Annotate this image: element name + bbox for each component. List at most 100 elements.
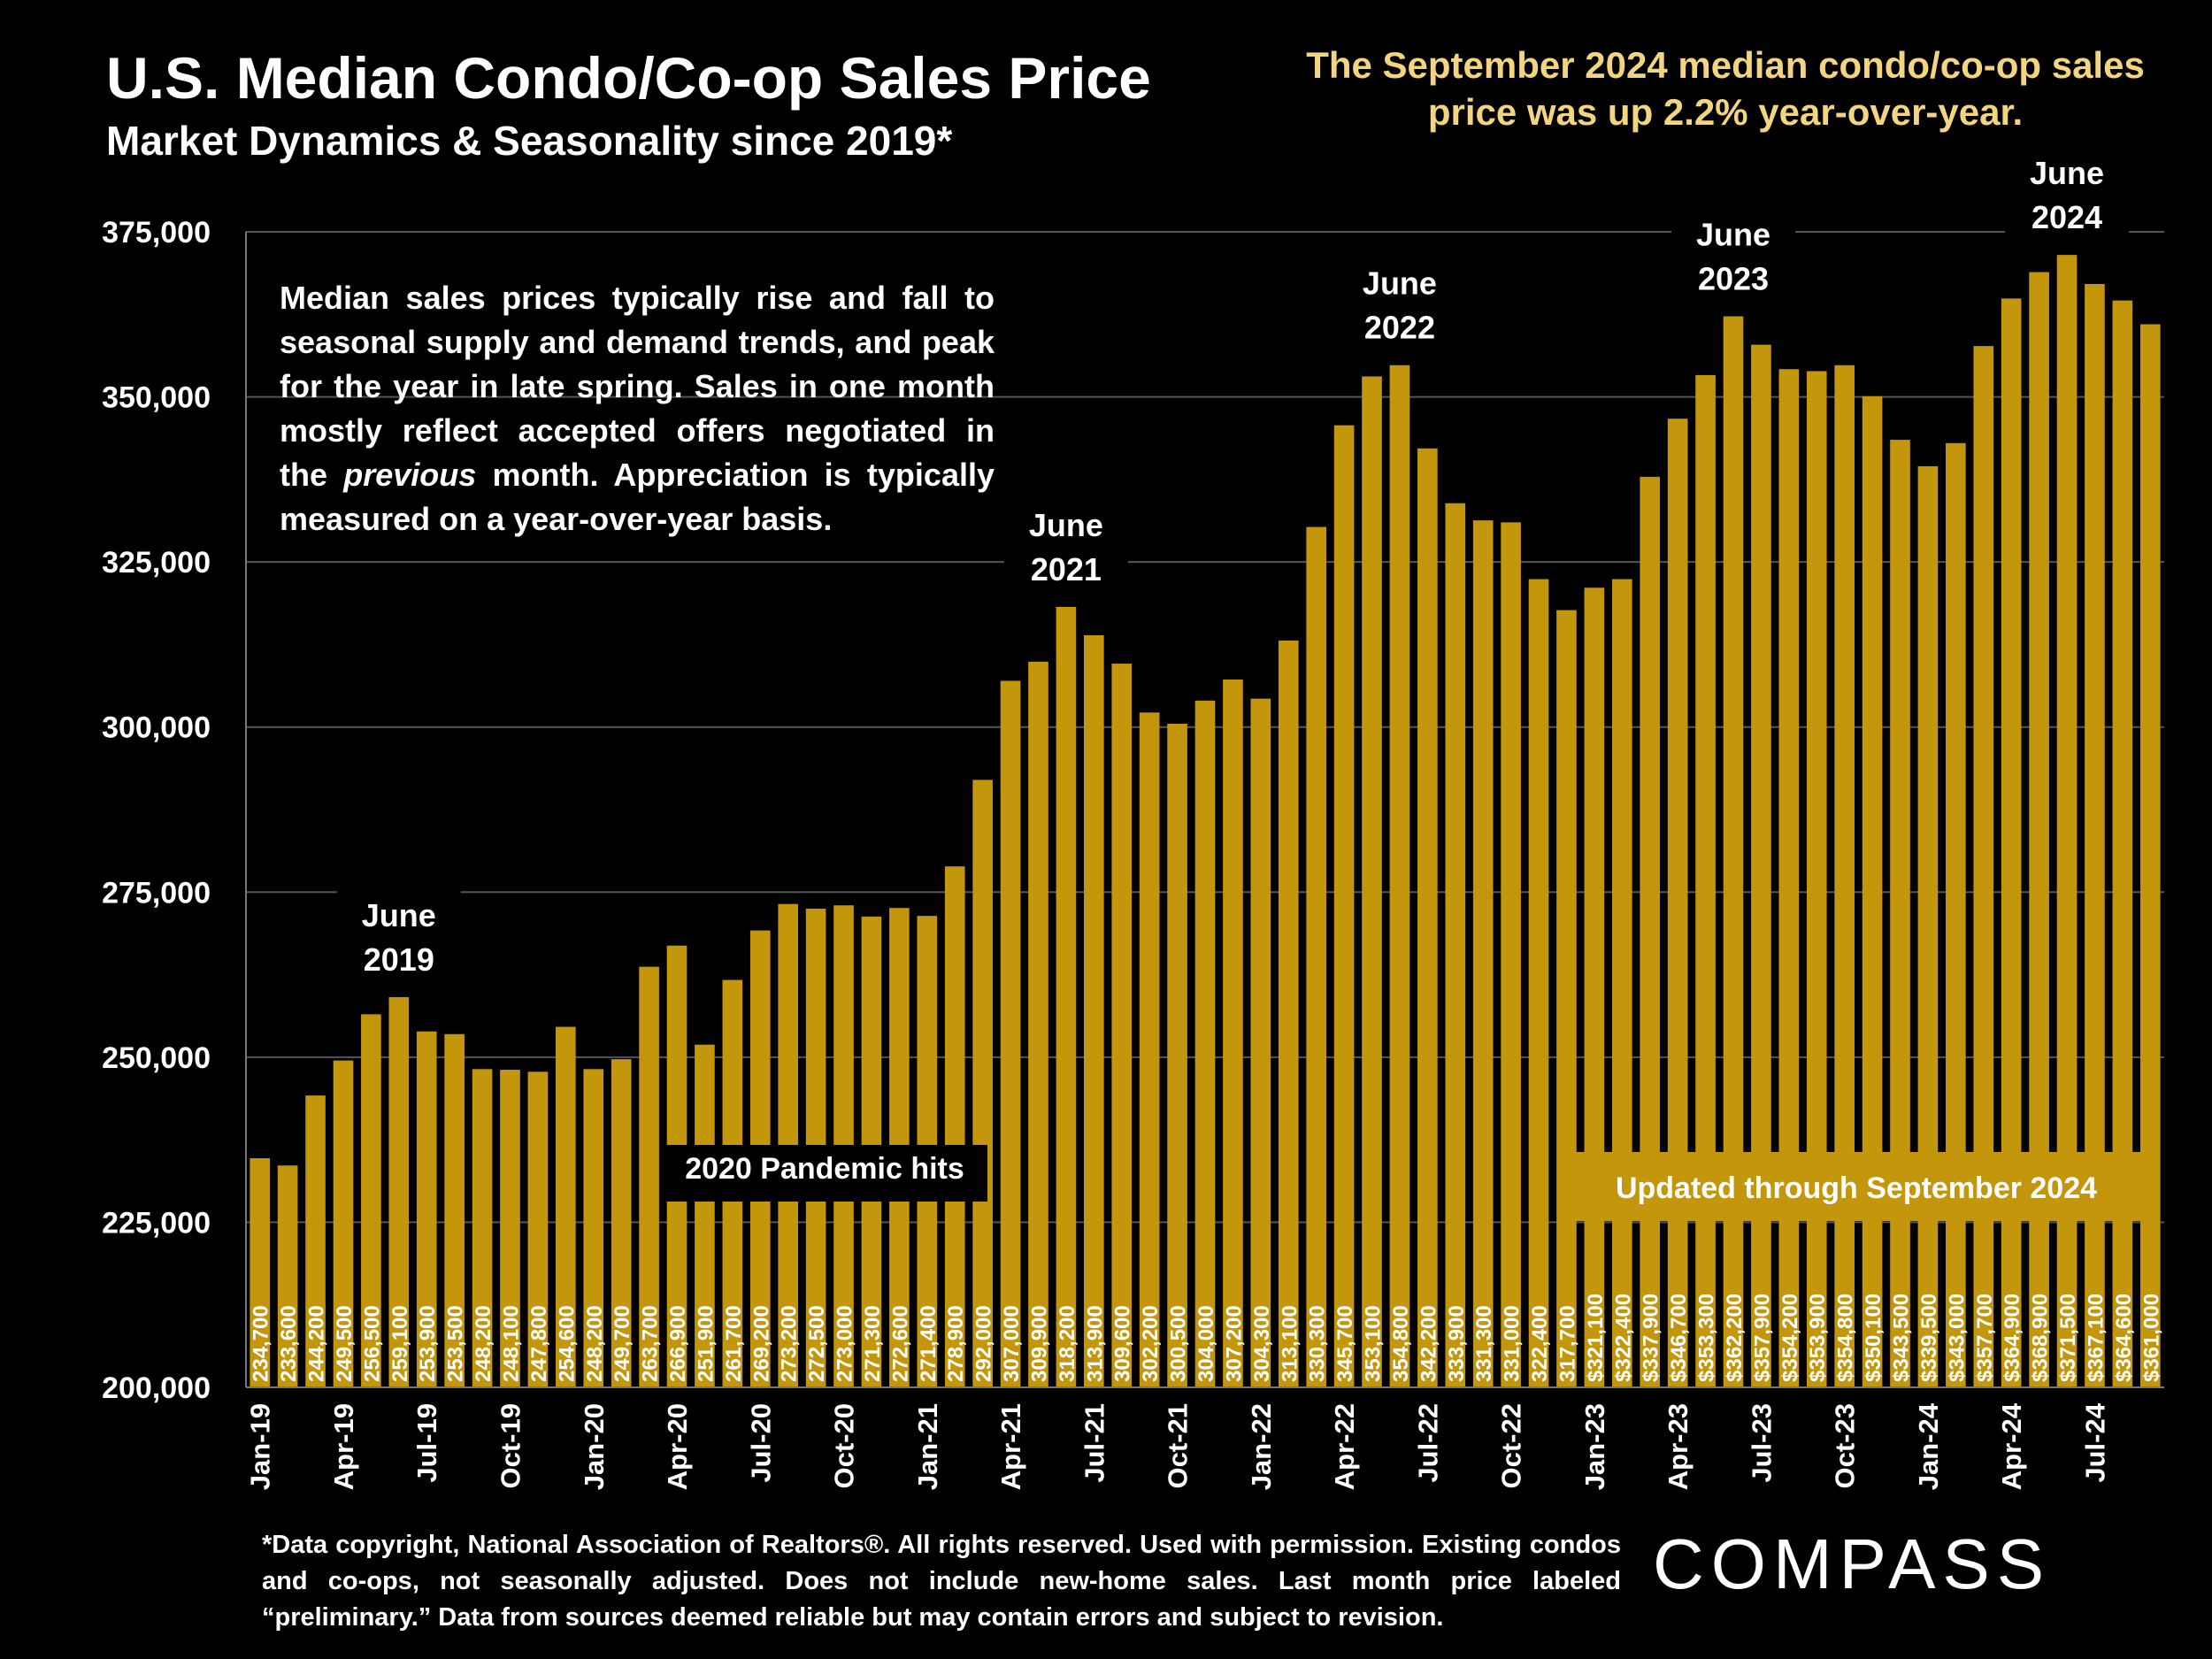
bar-value-label: $362,200 bbox=[1723, 1294, 1747, 1382]
bar bbox=[472, 1069, 493, 1387]
bar-value-label: 269,200 bbox=[749, 1305, 773, 1382]
updated-box bbox=[1561, 1152, 2152, 1221]
pandemic-label: 2020 Pandemic hits bbox=[685, 1152, 964, 1186]
x-tick-label: Jul-21 bbox=[1079, 1403, 1110, 1483]
bar-value-label: 317,700 bbox=[1555, 1305, 1579, 1382]
bar-value-label: 309,600 bbox=[1111, 1305, 1135, 1382]
peak-annotation: 2023 bbox=[1698, 261, 1769, 297]
bar bbox=[1834, 365, 1855, 1387]
bar bbox=[1501, 522, 1521, 1387]
bar-value-label: 233,600 bbox=[277, 1305, 301, 1382]
peak-annotation: 2022 bbox=[1364, 310, 1435, 346]
bar bbox=[2085, 283, 2105, 1388]
x-axis: Jan-19 Apr-19 Jul-19 Oct-19 Jan-20 Apr-20 Jul-… bbox=[245, 1386, 2164, 1490]
bar-value-label: 300,500 bbox=[1167, 1305, 1191, 1382]
bar-value-label: $371,500 bbox=[2056, 1294, 2080, 1382]
bar bbox=[1139, 712, 1160, 1387]
bar bbox=[1389, 365, 1410, 1387]
bar-value-label: 353,100 bbox=[1362, 1305, 1386, 1382]
y-tick-label: 250,000 bbox=[102, 1041, 211, 1075]
seasonality-note: Median sales prices typically rise and f… bbox=[280, 276, 995, 541]
note-text-before: Median sales prices typically rise and f… bbox=[280, 280, 995, 493]
bar-value-label: $322,400 bbox=[1611, 1294, 1635, 1382]
bar bbox=[1306, 526, 1326, 1387]
x-tick-label: Jul-23 bbox=[1746, 1403, 1777, 1483]
bar-value-label: $321,100 bbox=[1584, 1294, 1608, 1382]
bar bbox=[250, 1158, 271, 1387]
bar bbox=[1194, 700, 1216, 1387]
bar-value-label: 249,700 bbox=[611, 1305, 634, 1382]
bar bbox=[500, 1070, 520, 1387]
bar-value-label: 304,300 bbox=[1250, 1305, 1274, 1382]
bar bbox=[1890, 440, 1910, 1388]
bar-value-label: $353,900 bbox=[1806, 1294, 1830, 1382]
bar-value-label: 261,700 bbox=[722, 1305, 746, 1382]
peak-annotation: June bbox=[1029, 507, 1103, 543]
bar-value-label: 271,300 bbox=[861, 1305, 885, 1382]
bar bbox=[1056, 606, 1077, 1387]
bar bbox=[527, 1071, 549, 1387]
bar bbox=[1778, 369, 1800, 1387]
x-tick-label: Oct-23 bbox=[1830, 1403, 1861, 1488]
bar bbox=[1528, 579, 1549, 1387]
bar bbox=[611, 1059, 632, 1387]
bar bbox=[1028, 661, 1048, 1387]
bar-value-label: 273,200 bbox=[778, 1305, 802, 1382]
bar-value-label: $339,500 bbox=[1917, 1294, 1941, 1382]
bar bbox=[1946, 442, 1966, 1388]
bar-value-label: 273,000 bbox=[833, 1305, 857, 1382]
bar bbox=[388, 996, 410, 1387]
chart-subtitle: Market Dynamics & Seasonality since 2019… bbox=[106, 118, 953, 164]
bar bbox=[277, 1165, 298, 1387]
x-tick-label: Jan-24 bbox=[1913, 1402, 1944, 1490]
x-tick-label: Jan-23 bbox=[1579, 1403, 1610, 1490]
bar-value-label: 266,900 bbox=[666, 1305, 690, 1382]
bar-value-label: $364,900 bbox=[2001, 1294, 2024, 1382]
peak-annotation: June bbox=[362, 897, 436, 933]
bar-value-label: $346,700 bbox=[1667, 1294, 1691, 1382]
x-tick-label: Jan-20 bbox=[579, 1403, 610, 1490]
bar bbox=[1973, 346, 1994, 1387]
y-tick-label: 325,000 bbox=[102, 546, 211, 580]
bar bbox=[1333, 425, 1355, 1387]
compass-logo: COMPASS bbox=[1653, 1525, 2052, 1603]
bar bbox=[361, 1014, 381, 1387]
bar bbox=[2029, 272, 2049, 1387]
peak-annotation: 2019 bbox=[364, 941, 434, 978]
bar bbox=[2139, 324, 2161, 1388]
bar-value-label: 249,500 bbox=[333, 1305, 357, 1382]
bar bbox=[1584, 588, 1605, 1387]
y-tick-label: 300,000 bbox=[102, 711, 211, 745]
y-tick-label: 375,000 bbox=[102, 216, 211, 250]
bar-value-label: 244,200 bbox=[305, 1305, 329, 1382]
note-emphasis: previous bbox=[343, 457, 477, 493]
peak-annotation: June bbox=[1696, 217, 1770, 253]
bar-value-label: 248,200 bbox=[472, 1305, 495, 1382]
bar bbox=[1472, 520, 1494, 1387]
bar bbox=[1695, 374, 1716, 1388]
x-tick-label: Apr-22 bbox=[1329, 1403, 1360, 1490]
bar-value-label: $368,900 bbox=[2029, 1294, 2053, 1382]
y-tick-label: 200,000 bbox=[102, 1371, 211, 1405]
x-tick-label: Oct-21 bbox=[1163, 1403, 1194, 1488]
bar-value-label: 307,000 bbox=[1000, 1305, 1024, 1382]
bar-value-label: 247,800 bbox=[527, 1305, 551, 1382]
bar-value-label: 234,700 bbox=[250, 1305, 273, 1382]
bar-value-label: 271,400 bbox=[917, 1305, 941, 1382]
bar-value-label: 253,500 bbox=[444, 1305, 468, 1382]
x-tick-label: Jul-24 bbox=[2079, 1402, 2110, 1482]
pandemic-box bbox=[662, 1145, 987, 1202]
y-axis: 200,000 225,000 250,000 275,000 300,000 325,0… bbox=[102, 216, 247, 1405]
bar bbox=[2001, 298, 2022, 1387]
bar-value-label: 278,900 bbox=[944, 1305, 968, 1382]
bar-value-label: 354,800 bbox=[1389, 1305, 1413, 1382]
annotation-background bbox=[336, 888, 461, 987]
peak-annotation: June bbox=[2030, 155, 2104, 191]
annotation-background bbox=[1003, 498, 1128, 596]
peak-annotation: June bbox=[1363, 265, 1437, 302]
bar-value-label: $357,700 bbox=[1973, 1294, 1997, 1382]
bar bbox=[556, 1026, 576, 1387]
bar-value-label: $357,900 bbox=[1750, 1294, 1774, 1382]
bar bbox=[695, 1044, 715, 1387]
